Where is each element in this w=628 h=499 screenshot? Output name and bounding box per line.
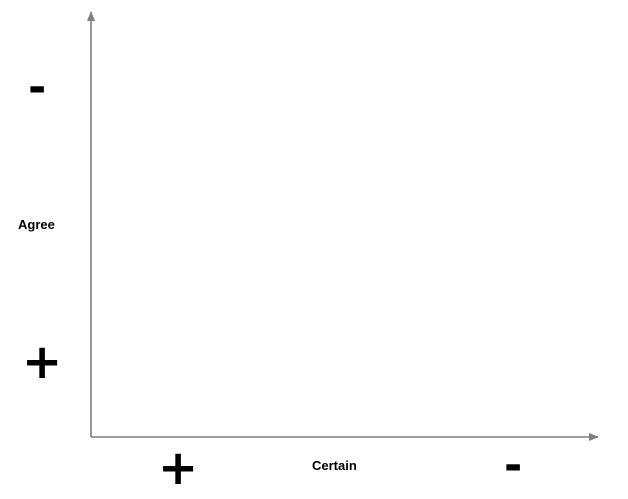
y-bottom-plus-sign: +: [22, 334, 63, 390]
x-left-plus-sign: +: [158, 440, 199, 496]
x-axis-label: Certain: [312, 458, 357, 473]
y-top-minus-sign: -: [28, 62, 47, 113]
x-right-minus-sign: -: [504, 440, 523, 491]
y-axis-label: Agree: [18, 217, 55, 232]
